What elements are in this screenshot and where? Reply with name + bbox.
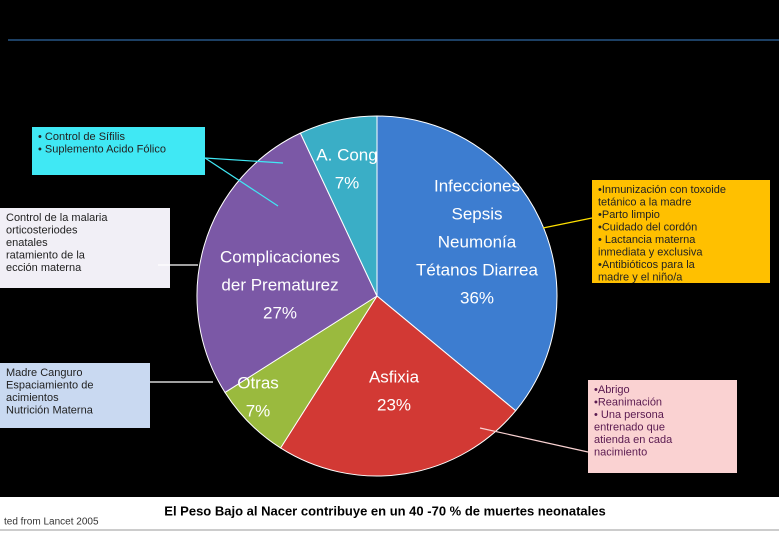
arrow xyxy=(479,427,589,453)
annotation-text: •Cuidado del cordón xyxy=(598,221,697,233)
pie-slice xyxy=(299,115,378,297)
annotation-text: acimientos xyxy=(6,392,59,404)
slice-label: A. Cong xyxy=(316,145,377,164)
annotation-text: • Suplemento Acido Fólico xyxy=(38,143,166,155)
annotation-text: Madre Canguro xyxy=(6,367,82,379)
annotation-text: • Control de Sífilis xyxy=(38,131,125,143)
slice-value-label: 23% xyxy=(377,395,411,414)
annotation-text: orticosteriodes xyxy=(6,224,78,236)
annotation-box xyxy=(0,363,150,428)
annotation-box xyxy=(0,208,170,288)
slice-label: Asfixia xyxy=(369,367,420,386)
annotation-text: inmediata y exclusiva xyxy=(598,246,703,258)
annotation-text: •Abrigo xyxy=(594,384,630,396)
arrows xyxy=(150,157,593,453)
annotation-text: •Inmunización con toxoide xyxy=(598,184,726,196)
annotations: • Control de Sífilis• Suplemento Acido F… xyxy=(0,127,770,473)
annotation-text: enatales xyxy=(6,237,48,249)
slice-label: Neumonía xyxy=(438,232,517,251)
annotation-text: • Lactancia materna xyxy=(598,234,696,246)
slice-value-label: 7% xyxy=(246,401,271,420)
annotation-text: Control de la malaria xyxy=(6,212,108,224)
pie-slice xyxy=(196,132,378,394)
slice-label: Sepsis xyxy=(451,204,502,223)
annotation-text: Espaciamiento de xyxy=(6,379,93,391)
source: ted from Lancet 2005 xyxy=(4,517,99,528)
arrow xyxy=(204,157,284,164)
slice-value-label: 7% xyxy=(335,173,360,192)
slice-label: Tétanos Diarrea xyxy=(416,260,538,279)
annotation-text: •Antibióticos para la xyxy=(598,259,696,271)
slice-value-label: 36% xyxy=(460,288,494,307)
annotation-text: Nutrición Materna xyxy=(6,404,94,416)
slice-value-label: 27% xyxy=(263,303,297,322)
annotation-text: •Parto limpio xyxy=(598,209,660,221)
slice-label: Otras xyxy=(237,373,279,392)
annotation-text: entrenado que xyxy=(594,421,665,433)
arrow xyxy=(204,157,279,207)
pie-slice xyxy=(376,115,558,412)
annotation-box xyxy=(592,180,770,283)
slice-label: Complicaciones xyxy=(220,247,340,266)
slice-label: der Prematurez xyxy=(221,275,338,294)
annotation-text: ratamiento de la xyxy=(6,249,86,261)
slice-label: Infecciones xyxy=(434,176,520,195)
arrow xyxy=(542,217,593,229)
annotation-text: tetánico a la madre xyxy=(598,196,692,208)
annotation-box xyxy=(32,127,205,175)
annotation-text: • Una persona xyxy=(594,409,665,421)
caption: El Peso Bajo al Nacer contribuye en un 4… xyxy=(164,503,605,518)
annotation-text: nacimiento xyxy=(594,446,647,458)
pie: Infecciones Sepsis Neumonía Tétanos Diarrea… xyxy=(196,115,558,477)
annotation-text: ección materna xyxy=(6,262,82,274)
annotation-text: madre y el niño/a xyxy=(598,271,683,283)
annotation-text: •Reanimación xyxy=(594,396,662,408)
annotation-text: atienda en cada xyxy=(594,434,673,446)
annotation-box xyxy=(588,380,737,473)
